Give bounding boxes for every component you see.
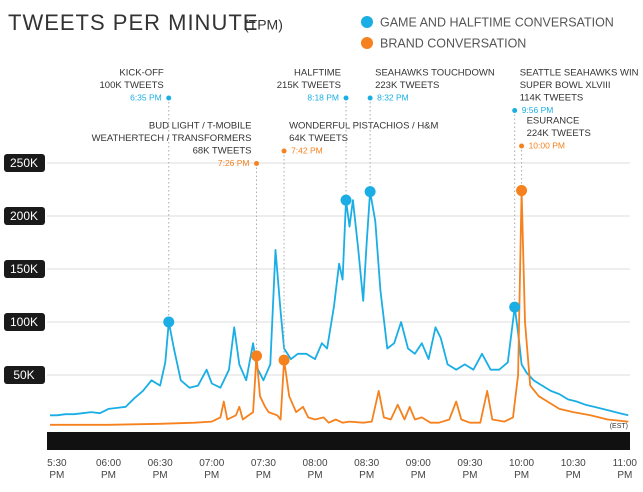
y-tick-label: 250K xyxy=(10,156,38,170)
annotation-tweets: 215K TWEETS xyxy=(277,80,341,91)
annotation-point xyxy=(516,185,528,197)
y-tick-box xyxy=(4,260,45,278)
x-tick-label: 06:00 PM xyxy=(96,458,122,481)
x-tick-label: 07:30 PM xyxy=(250,458,276,481)
annotation-label: SUPER BOWL XLVIII xyxy=(520,80,611,91)
legend-swatch xyxy=(361,16,373,28)
chart-subtitle: (TPM) xyxy=(244,17,283,33)
annotation-small-dot xyxy=(281,148,287,154)
legend-label: BRAND CONVERSATION xyxy=(380,36,526,50)
annotation-small-dot xyxy=(166,95,172,101)
annotation-label: ESURANCE xyxy=(527,116,580,127)
annotation-point xyxy=(364,186,376,198)
annotation-label: WONDERFUL PISTACHIOS / H&M xyxy=(289,121,438,132)
y-tick-label: 50K xyxy=(13,368,34,382)
annotation-small-dot xyxy=(519,143,525,149)
chart-title: TWEETS PER MINUTE xyxy=(8,10,258,35)
annotation-time: 9:56 PM xyxy=(522,105,554,115)
timezone-note: (EST) xyxy=(610,423,628,430)
x-tick-label: 09:30 PM xyxy=(457,458,483,481)
annotation-small-dot xyxy=(343,95,349,101)
x-tick-label: 09:00 PM xyxy=(405,458,431,481)
y-tick-box xyxy=(4,313,45,331)
x-tick-label: 07:00 PM xyxy=(199,458,225,481)
x-tick-label: 06:30 PM xyxy=(147,458,173,481)
time-band xyxy=(47,432,630,450)
annotation-time: 8:32 PM xyxy=(377,92,409,102)
annotation-label: SEATTLE SEAHAWKS WIN xyxy=(520,68,639,79)
y-tick-label: 150K xyxy=(10,262,38,276)
annotation-small-dot xyxy=(254,161,260,166)
annotation-point xyxy=(251,350,263,362)
series-line xyxy=(50,190,629,417)
y-tick-box xyxy=(4,366,45,384)
x-tick-label: 11:00 PM xyxy=(612,458,637,481)
annotation-tweets: 114K TWEETS xyxy=(520,93,584,104)
annotation-label: HALFTIME xyxy=(294,68,341,79)
series-line xyxy=(50,189,629,426)
x-tick-label: 10:00 PM xyxy=(509,458,535,481)
annotation-label: WEATHERTECH / TRANSFORMERS xyxy=(92,133,252,144)
y-tick-label: 100K xyxy=(10,315,38,329)
annotation-time: 7:42 PM xyxy=(291,145,323,155)
annotation-point xyxy=(163,316,175,328)
annotation-time: 10:00 PM xyxy=(529,140,565,150)
annotation-small-dot xyxy=(512,108,518,113)
x-tick-label: 5:30 PM xyxy=(47,458,67,481)
annotation-tweets: 223K TWEETS xyxy=(375,80,439,91)
y-tick-box xyxy=(4,207,45,225)
annotation-point xyxy=(278,354,290,366)
legend-label: GAME AND HALFTIME CONVERSATION xyxy=(380,15,614,29)
legend-swatch xyxy=(361,37,373,49)
annotation-small-dot xyxy=(367,95,373,101)
annotation-time: 7:26 PM xyxy=(218,158,250,168)
annotation-tweets: 68K TWEETS xyxy=(193,146,252,157)
annotation-label: SEAHAWKS TOUCHDOWN xyxy=(375,68,495,79)
y-tick-label: 200K xyxy=(10,209,38,223)
x-tick-label: 08:30 PM xyxy=(354,458,380,481)
annotation-time: 6:35 PM xyxy=(130,92,162,102)
annotation-point xyxy=(509,301,521,313)
annotation-tweets: 100K TWEETS xyxy=(100,80,164,91)
x-tick-label: 10:30 PM xyxy=(560,458,586,481)
y-tick-box xyxy=(4,154,45,172)
annotation-tweets: 64K TWEETS xyxy=(289,133,348,144)
annotation-time: 8:18 PM xyxy=(307,92,339,102)
x-tick-label: 08:00 PM xyxy=(302,458,328,481)
annotation-tweets: 224K TWEETS xyxy=(527,128,591,139)
annotation-label: KICK-OFF xyxy=(119,68,164,79)
annotation-label: BUD LIGHT / T-MOBILE xyxy=(149,121,252,132)
annotation-point xyxy=(340,194,352,206)
